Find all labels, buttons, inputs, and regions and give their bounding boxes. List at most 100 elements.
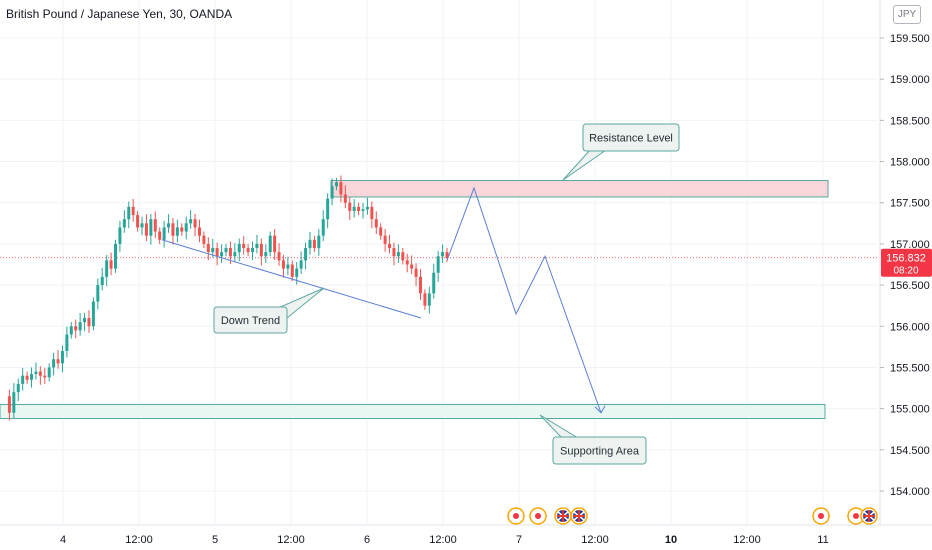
candle-body [38, 371, 42, 376]
candles [7, 175, 449, 421]
candle-body [144, 223, 148, 236]
candle-body [379, 227, 383, 236]
downtrend-line [161, 239, 422, 319]
candle-body [21, 375, 25, 384]
candle-body [312, 239, 316, 249]
candle-body [87, 318, 91, 327]
candle-body [136, 215, 140, 228]
candle-body [383, 235, 387, 244]
event-dot-icon[interactable] [507, 507, 525, 525]
projection-path [446, 186, 602, 413]
candle-body [255, 243, 259, 249]
price-tick-label: 158.000 [890, 157, 930, 169]
price-tick-label: 157.500 [890, 198, 930, 210]
candle-body [299, 260, 303, 269]
candle-body [109, 260, 113, 269]
arrow-head-icon [594, 405, 606, 414]
candle-body [228, 248, 232, 257]
callout-pointer [562, 149, 608, 181]
event-dot-icon[interactable] [812, 507, 830, 525]
candle-body [60, 350, 64, 364]
candle-body [361, 209, 365, 211]
uk-flag-icon[interactable] [570, 507, 588, 525]
candle-body [405, 260, 409, 265]
candle-body [370, 206, 374, 220]
candle-body [242, 243, 246, 249]
candle-body [184, 223, 188, 232]
currency-button[interactable]: JPY [893, 5, 921, 24]
callout-box [582, 123, 680, 152]
candle-body [167, 223, 171, 228]
candle-body [418, 276, 422, 294]
candle-body [105, 260, 109, 277]
candle-body [259, 243, 263, 257]
candle-body [233, 252, 237, 257]
candle-body [308, 239, 312, 249]
candle-body [65, 334, 69, 351]
candle-body [47, 367, 51, 378]
event-dot-icon[interactable] [529, 507, 547, 525]
time-tick-label: 12:00 [581, 534, 609, 546]
candle-body [211, 248, 215, 253]
candle-body [78, 322, 82, 331]
candle-body [158, 231, 162, 240]
time-tick-label: 4 [60, 534, 66, 546]
candle-body [357, 206, 361, 211]
candle-body [348, 202, 352, 211]
current-price-badge [881, 248, 932, 277]
candle-body [180, 227, 184, 232]
candle-body [162, 227, 166, 240]
event-dot-icon[interactable] [847, 507, 865, 525]
candle-body [69, 326, 73, 335]
price-tick-label: 158.500 [890, 115, 930, 127]
event-dot [535, 513, 541, 519]
candle-body [290, 264, 294, 277]
candle-body [91, 301, 95, 327]
support-callout: Supporting Area [539, 414, 647, 465]
candle-body [321, 219, 325, 236]
candle-body [330, 186, 334, 199]
candle-body [193, 219, 197, 228]
candle-body [56, 359, 60, 364]
uk-flag-icon[interactable] [860, 507, 878, 525]
candle-body [16, 383, 20, 393]
callout-box [552, 436, 647, 465]
price-tick-label: 159.500 [890, 33, 930, 45]
time-tick-label: 12:00 [277, 534, 305, 546]
candle-body [374, 219, 378, 228]
candle-body [175, 227, 179, 236]
candle-body [352, 206, 356, 211]
current-price-label: 156.832 [886, 253, 926, 265]
candle-body [206, 243, 210, 253]
candle-body [131, 206, 135, 216]
uk-flag-icon[interactable] [554, 507, 572, 525]
candle-body [215, 248, 219, 257]
candle-body [396, 252, 400, 257]
candle-body [432, 272, 436, 294]
candle-body [96, 285, 100, 302]
price-tick-label: 155.500 [890, 362, 930, 374]
price-tick-label: 154.000 [890, 486, 930, 498]
price-axis: 159.500 159.000 158.500 158.000 157.500 157.0… [879, 0, 932, 550]
candle-body [286, 264, 290, 269]
candle-body [127, 206, 131, 220]
callouts: Resistance Level Supporting Area Down Tren… [213, 123, 680, 465]
candle-body [410, 264, 414, 269]
time-tick-label: 10 [665, 534, 677, 546]
candle-body [224, 248, 228, 253]
time-tick-label: 5 [212, 534, 218, 546]
event-dot [513, 513, 519, 519]
symbol-title[interactable]: British Pound / Japanese Yen, 30, OANDA [6, 7, 233, 21]
callout-label: Resistance Level [589, 133, 673, 145]
candle-body [100, 276, 104, 286]
candle-body [7, 396, 11, 413]
candle-body [335, 182, 338, 187]
candle-body [365, 206, 369, 210]
time-tick-label: 6 [364, 534, 370, 546]
candle-body [202, 235, 206, 244]
candle-body [427, 293, 431, 306]
time-tick-label: 12:00 [125, 534, 153, 546]
event-dot [853, 513, 859, 519]
